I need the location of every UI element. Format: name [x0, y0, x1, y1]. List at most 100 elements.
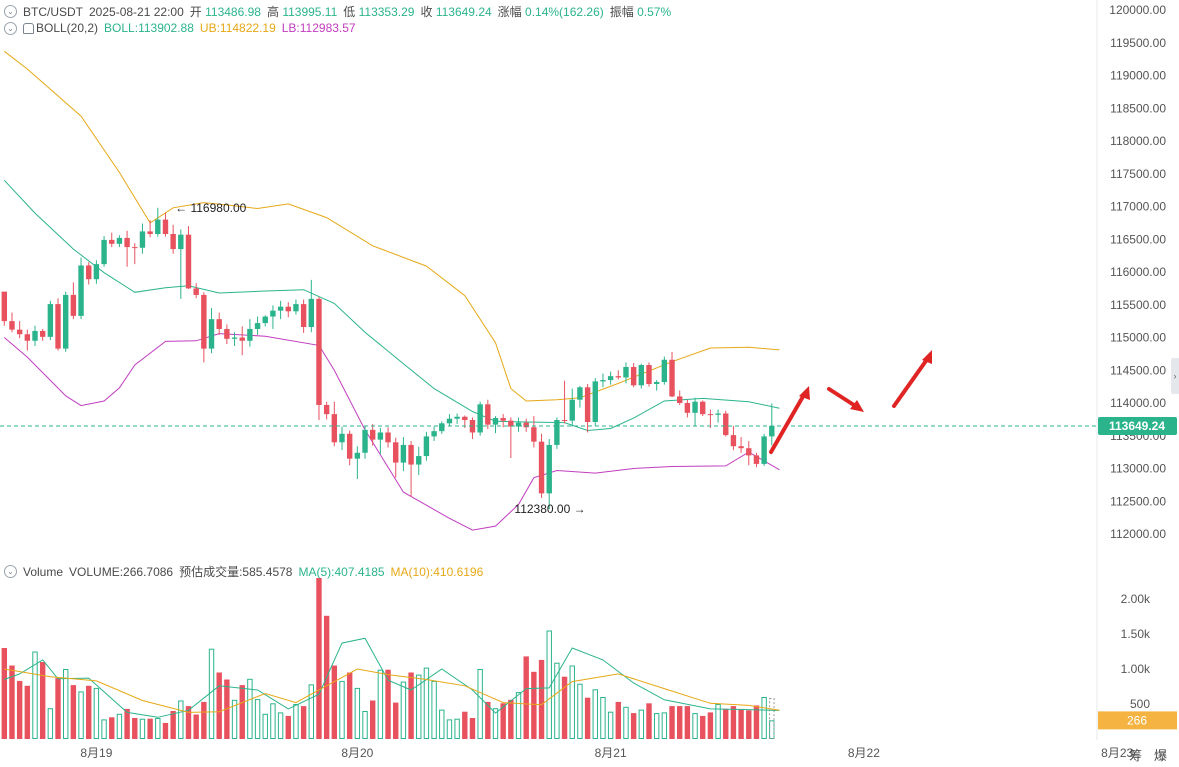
volume-name: Volume [23, 564, 64, 579]
candle-body [162, 219, 169, 235]
volume-bar [254, 699, 261, 739]
candle-body [523, 422, 529, 428]
time-tick-label: 8月22 [848, 746, 880, 760]
volume-bar [769, 720, 775, 739]
price-tick-label: 114500.00 [1110, 363, 1166, 377]
volume-legend: ⌄ Volume VOLUME:266.7086 预估成交量:585.4578 … [4, 563, 483, 580]
volume-bar [247, 678, 253, 739]
candle-body [385, 432, 391, 443]
volume-bar [300, 706, 307, 739]
price-tick-label: 120000.00 [1109, 3, 1166, 17]
candle-body [354, 452, 361, 459]
arrow-down-head [850, 400, 864, 412]
volume-bar [485, 701, 491, 739]
bell-icon[interactable] [23, 22, 34, 34]
time-axis: 8月19 8月20 8月21 8月22 8月23 [80, 746, 1133, 760]
chevron-icon[interactable]: ⌄ [4, 5, 17, 18]
candle-body [500, 418, 506, 421]
volume-tick-label: 1.50k [1121, 627, 1151, 641]
close-label: 收 [420, 5, 433, 19]
volume-bar [293, 704, 299, 739]
current-volume-label: 266 [1127, 713, 1147, 727]
candle-body [239, 337, 245, 341]
volume-bar [385, 669, 391, 739]
price-tick-label: 116500.00 [1110, 232, 1166, 246]
candle-body [439, 423, 445, 432]
vol-ma10-value: MA(10):410.6196 [390, 564, 484, 579]
candle-body [653, 382, 660, 385]
volume-bar [193, 714, 199, 739]
candle-body [16, 329, 23, 335]
chevron-icon[interactable]: ⌄ [4, 565, 17, 578]
candle-body [531, 427, 537, 442]
volume-bar [454, 718, 460, 740]
candle-body [508, 420, 514, 427]
candle-body [346, 433, 353, 459]
candle-body [700, 401, 706, 415]
volume-bar [101, 719, 107, 740]
candle-body [139, 231, 146, 248]
chevron-icon[interactable]: ⌄ [4, 21, 17, 35]
candle-body [554, 420, 560, 445]
candles [1, 207, 775, 510]
candle-body [293, 304, 299, 312]
volume-bar [653, 713, 660, 739]
volume-bar [1, 648, 7, 739]
volume-bar [431, 680, 437, 740]
candle-body [109, 239, 115, 244]
volume-tick-label: 2.00k [1121, 592, 1151, 606]
price-tick-label: 115500.00 [1110, 298, 1166, 312]
volume-bar [707, 712, 714, 739]
boll-ub-value: UB:114822.19 [199, 21, 276, 35]
price-legend: ⌄ BTC/USDT 2025-08-21 22:00 开 113486.98 … [4, 3, 671, 20]
volume-bar [139, 718, 146, 740]
candle-body [393, 442, 399, 463]
volume-bar [592, 689, 598, 739]
candle-body [201, 294, 207, 349]
volume-ma5-line [4, 637, 780, 718]
volume-ma10-line [4, 668, 780, 713]
liquidation-icon[interactable]: 爆 [1153, 748, 1167, 763]
price-tick-label: 112000.00 [1110, 527, 1166, 541]
candle-body [630, 366, 637, 386]
volume-bar [70, 685, 77, 739]
chip-icon[interactable]: 筹 [1128, 748, 1142, 763]
volume-bar [446, 719, 453, 740]
volume-bar [63, 669, 69, 739]
candle-body [170, 234, 176, 250]
volume-bar [170, 711, 176, 739]
volume-bar [508, 699, 514, 739]
volume-bar [577, 683, 583, 740]
volume-bar [561, 676, 568, 739]
volume-bar [9, 665, 15, 739]
volume-bar [178, 700, 184, 739]
candle-body [277, 306, 284, 311]
volume-bar [554, 662, 560, 740]
candle-body [753, 455, 760, 464]
candle-body [492, 418, 499, 425]
boll-mid-value: BOLL:113902.88 [104, 21, 194, 35]
candle-body [370, 429, 376, 440]
candle-body [485, 404, 491, 425]
candle-body [185, 234, 192, 289]
volume-bar [715, 704, 721, 739]
price-tick-label: 118500.00 [1110, 101, 1166, 115]
price-tick-label: 118000.00 [1110, 134, 1166, 148]
volume-bar [477, 669, 483, 739]
volume-bar [277, 712, 284, 740]
candle-body [254, 323, 261, 329]
candle-body [746, 448, 752, 456]
candle-body [262, 316, 268, 324]
volume-bar [538, 659, 545, 739]
collapse-panel-button[interactable]: › [1171, 358, 1179, 394]
volume-bar [124, 708, 130, 739]
candle-body [93, 264, 100, 280]
volume-axis: 2.00k 1.50k 1.00k 500 [1121, 592, 1151, 711]
price-tick-label: 119000.00 [1110, 69, 1166, 83]
volume-bar [185, 706, 192, 739]
candle-body [101, 239, 107, 265]
boll-lines [3, 50, 780, 531]
candle-body [155, 219, 161, 235]
volume-bar [515, 692, 522, 739]
